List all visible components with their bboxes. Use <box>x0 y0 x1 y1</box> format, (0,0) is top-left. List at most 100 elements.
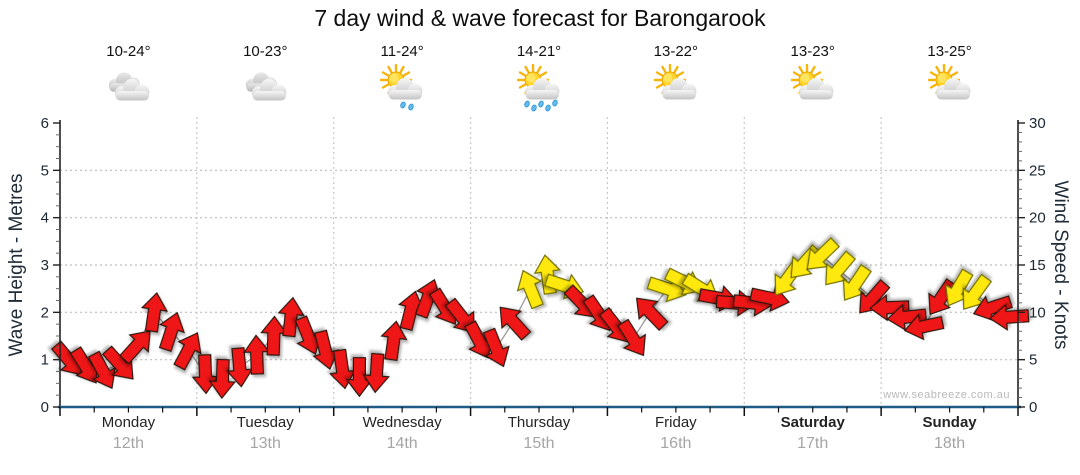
wind-arrow <box>158 311 185 352</box>
cloud-icon <box>388 78 423 100</box>
sun-ray <box>381 71 390 77</box>
weather-icon-sun-showers <box>516 63 560 112</box>
day-axis-label: Saturday 17th <box>745 414 881 453</box>
temperature-range: 14-21° <box>516 43 562 60</box>
sun-ray <box>810 65 816 74</box>
sun-ray <box>387 65 393 74</box>
day-forecast-header: 14-21° <box>471 42 607 112</box>
day-date: 15th <box>523 435 555 452</box>
wind-arrow <box>208 358 237 400</box>
rain-drop-icon <box>552 99 558 107</box>
sun-ray <box>518 71 527 77</box>
wind-arrow <box>242 334 271 375</box>
wind-arrow <box>482 327 510 368</box>
sun-ray <box>792 83 801 89</box>
day-name: Wednesday <box>362 414 442 431</box>
weather-icon <box>60 64 196 112</box>
day-forecast-header: 13-23° <box>745 42 881 112</box>
weather-icon-sun-showers-light <box>379 63 423 111</box>
wind-arrow <box>140 292 169 333</box>
weather-icon <box>471 63 607 112</box>
day-forecast-header: 11-24° <box>334 42 470 112</box>
wind-arrow <box>380 320 408 362</box>
wind-arrow <box>617 318 646 357</box>
rain-drop-icon <box>524 100 530 108</box>
left-axis-tick-label: 3 <box>41 257 49 274</box>
rain-drop-icon <box>545 104 551 112</box>
wind-arrow <box>397 290 425 332</box>
wind-arrow <box>444 297 475 334</box>
right-axis-tick-label: 20 <box>1029 210 1046 227</box>
day-forecast-header: 13-25° <box>882 42 1018 112</box>
wind-arrow <box>962 273 993 310</box>
day-axis-label: Thursday 15th <box>471 414 607 453</box>
weather-icon-cloudy <box>109 72 150 101</box>
day-name: Thursday <box>507 414 571 431</box>
wind-arrow <box>972 295 1013 322</box>
day-name: Friday <box>655 414 697 431</box>
sun-ray <box>661 65 667 74</box>
left-axis-tick-label: 0 <box>41 399 49 416</box>
wind-arrow <box>635 297 669 331</box>
cloud-icon <box>115 79 150 101</box>
right-axis-tick-label: 30 <box>1029 115 1046 132</box>
cloud-icon <box>935 78 971 100</box>
weather-icon <box>882 63 1018 112</box>
sun-ray <box>798 65 804 74</box>
day-name: Monday <box>101 414 156 431</box>
wind-arrow <box>516 269 544 310</box>
sun-ray <box>946 65 953 74</box>
wind-arrow <box>945 268 974 307</box>
chart-title: 7 day wind & wave forecast for Barongaro… <box>314 5 766 31</box>
day-axis-label: Friday 16th <box>608 414 744 453</box>
sun-ray <box>655 83 664 89</box>
day-axis-label: Monday 12th <box>60 414 196 453</box>
wind-arrow <box>362 352 391 394</box>
sun-ray <box>929 71 937 77</box>
rain-drop-icon <box>538 100 544 108</box>
left-axis-tick-label: 6 <box>41 115 49 132</box>
wind-arrow <box>842 263 872 301</box>
day-name: Sunday <box>922 414 977 431</box>
cloud-icon <box>252 79 287 101</box>
weather-icon-sun-cloud <box>927 63 971 100</box>
sun-ray <box>655 71 664 77</box>
day-name: Tuesday <box>236 414 294 431</box>
day-axis-label: Tuesday 13th <box>197 414 333 453</box>
day-axis-label: Sunday 18th <box>882 414 1018 453</box>
temperature-range: 10-24° <box>106 43 151 60</box>
watermark: www.seabreeze.com.au <box>883 389 1010 401</box>
rain-drop-icon <box>400 101 406 109</box>
day-date: 16th <box>660 435 692 452</box>
left-axis-tick-label: 2 <box>41 304 49 321</box>
sun-ray <box>399 65 405 74</box>
rain-drop-icon <box>531 104 537 112</box>
weather-icon <box>608 63 744 112</box>
sun-ray <box>792 71 801 77</box>
wind-arrow <box>499 306 532 341</box>
temperature-range: 10-23° <box>243 43 288 60</box>
wind-arrow <box>87 350 117 390</box>
weather-icon <box>745 63 881 112</box>
day-forecast-header: 13-22° <box>608 42 744 112</box>
wind-arrow <box>869 293 910 322</box>
left-axis-tick-label: 4 <box>41 210 49 227</box>
temperature-range: 13-25° <box>927 43 972 60</box>
right-axis-tick-label: 15 <box>1029 257 1046 274</box>
sun-ray <box>402 71 411 77</box>
sun-ray <box>518 83 527 89</box>
temperature-range: 11-24° <box>380 43 424 60</box>
left-axis-tick-label: 1 <box>41 352 49 369</box>
cloud-icon <box>798 78 834 100</box>
right-axis-tick-label: 0 <box>1029 399 1037 416</box>
day-date: 12th <box>112 435 144 452</box>
weather-icon <box>334 63 470 112</box>
day-date: 17th <box>797 435 829 452</box>
sun-ray <box>813 71 821 77</box>
rain-drop-icon <box>408 103 414 111</box>
wind-arrow <box>226 347 254 388</box>
wind-arrow <box>329 348 357 390</box>
sun-ray <box>676 71 685 77</box>
